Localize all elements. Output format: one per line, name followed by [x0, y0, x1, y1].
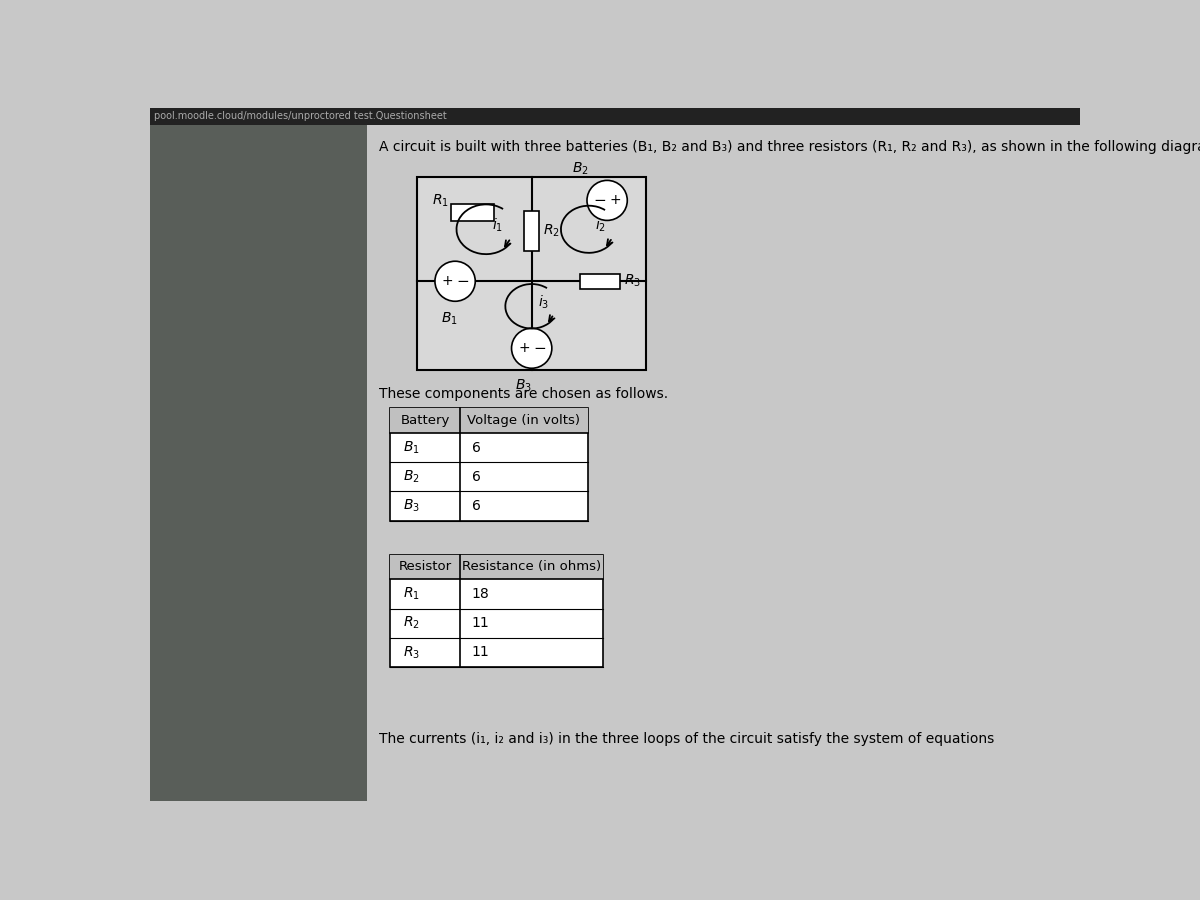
Circle shape [511, 328, 552, 368]
Text: $R_2$: $R_2$ [403, 615, 420, 631]
Text: $B_3$: $B_3$ [403, 498, 420, 514]
Text: $R_2$: $R_2$ [544, 223, 560, 239]
Text: $R_3$: $R_3$ [403, 644, 420, 661]
Text: Voltage (in volts): Voltage (in volts) [468, 414, 581, 427]
Bar [390, 554, 604, 580]
Text: $B_1$: $B_1$ [403, 439, 420, 455]
Text: +: + [518, 341, 529, 356]
Text: $B_3$: $B_3$ [516, 377, 533, 394]
Text: 6: 6 [472, 470, 480, 484]
Text: $B_2$: $B_2$ [571, 161, 588, 177]
Bar [390, 554, 604, 667]
Text: +: + [442, 274, 454, 288]
Text: $i_3$: $i_3$ [538, 293, 550, 311]
Bar [390, 409, 588, 433]
Text: $i_1$: $i_1$ [492, 217, 503, 234]
Text: −: − [533, 341, 546, 356]
Text: Resistance (in ohms): Resistance (in ohms) [462, 561, 601, 573]
Text: $R_1$: $R_1$ [432, 193, 449, 209]
Bar [150, 108, 367, 801]
Text: 6: 6 [472, 500, 480, 513]
Text: Resistor: Resistor [398, 561, 451, 573]
Circle shape [587, 180, 628, 220]
Bar [150, 108, 1080, 125]
Bar [580, 274, 620, 289]
Text: $i_2$: $i_2$ [595, 217, 606, 234]
Bar [390, 409, 588, 521]
Bar [150, 108, 367, 801]
Text: $B_2$: $B_2$ [403, 469, 420, 485]
Text: 11: 11 [472, 616, 490, 630]
Text: $B_1$: $B_1$ [440, 310, 457, 327]
Text: 18: 18 [472, 587, 490, 601]
Text: +: + [610, 194, 620, 207]
Text: pool.moodle.cloud/modules/unproctored test.Questionsheet: pool.moodle.cloud/modules/unproctored te… [154, 112, 446, 122]
Text: −: − [593, 193, 606, 208]
Text: $R_3$: $R_3$ [624, 273, 641, 290]
Bar [451, 204, 493, 221]
Bar [418, 177, 646, 370]
Text: 6: 6 [472, 441, 480, 454]
Circle shape [434, 261, 475, 302]
Text: These components are chosen as follows.: These components are chosen as follows. [379, 387, 667, 400]
Text: The currents (i₁, i₂ and i₃) in the three loops of the circuit satisfy the syste: The currents (i₁, i₂ and i₃) in the thre… [379, 732, 994, 746]
Text: Battery: Battery [401, 414, 450, 427]
Text: $R_1$: $R_1$ [403, 586, 420, 602]
Text: −: − [456, 274, 469, 289]
Text: 11: 11 [472, 645, 490, 660]
Text: A circuit is built with three batteries (B₁, B₂ and B₃) and three resistors (R₁,: A circuit is built with three batteries … [379, 140, 1200, 154]
Bar [524, 212, 540, 251]
